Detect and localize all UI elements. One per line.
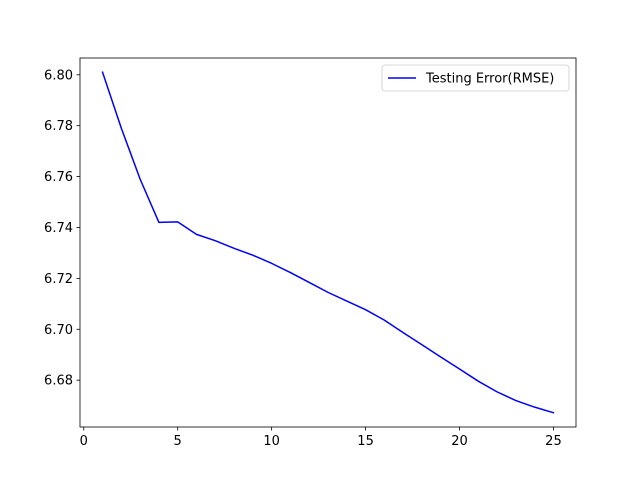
x-tick-label: 20 [451, 434, 468, 449]
y-tick-label: 6.74 [44, 221, 73, 236]
y-tick-label: 6.78 [44, 119, 73, 134]
axes-layer: 0 5 10 15 20 25 6.68 6.70 6.72 6.74 6.76 6.78 6.80 [44, 58, 576, 449]
y-tick-label: 6.68 [44, 374, 73, 389]
legend-label: Testing Error(RMSE) [425, 72, 554, 87]
x-tick-label: 25 [545, 434, 562, 449]
x-tick-label: 15 [357, 434, 374, 449]
x-tick-label: 0 [80, 434, 88, 449]
axes-frame [80, 58, 576, 427]
y-tick-label: 6.70 [44, 323, 73, 338]
y-tick-label: 6.76 [44, 170, 73, 185]
legend: Testing Error(RMSE) [382, 65, 569, 91]
x-tick-label: 10 [263, 434, 280, 449]
series-line-0 [103, 72, 554, 413]
x-tick-label: 5 [174, 434, 182, 449]
plot-layer [102, 72, 553, 413]
y-tick-label: 6.80 [44, 68, 73, 83]
y-tick-label: 6.72 [44, 272, 73, 287]
